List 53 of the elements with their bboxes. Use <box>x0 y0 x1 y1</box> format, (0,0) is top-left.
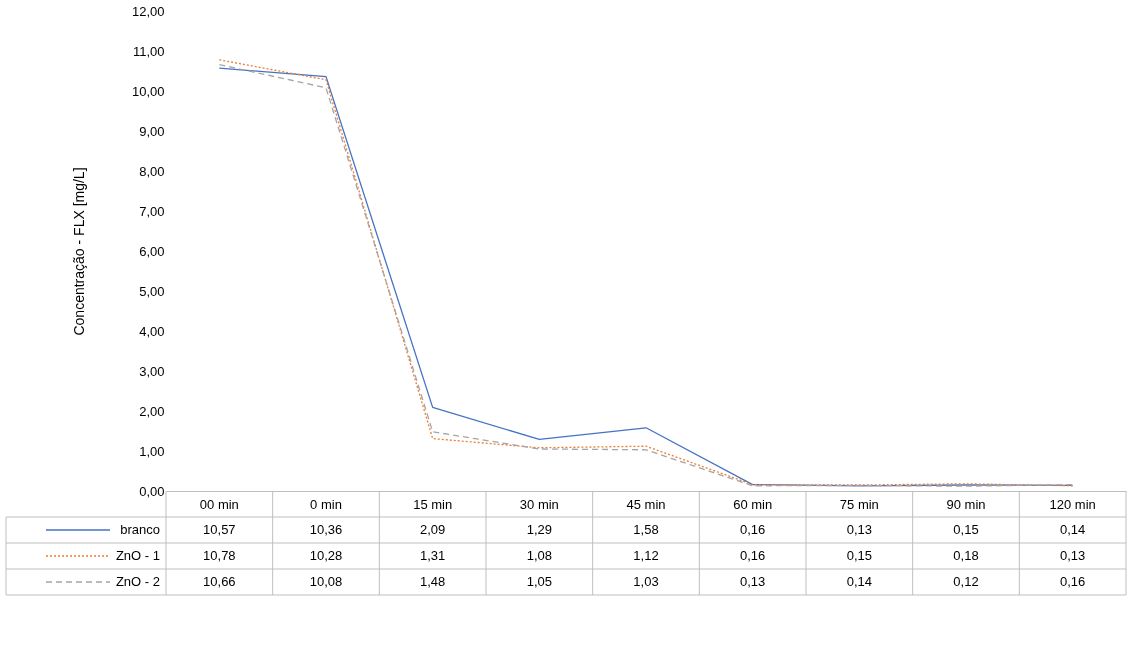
data-label: 1,08 <box>526 548 552 563</box>
data-label: 10,28 <box>309 548 343 563</box>
x-tick-label: 30 min <box>519 496 559 512</box>
legend-label: ZnO - 1 <box>115 548 160 563</box>
x-tick-label: 60 min <box>733 496 773 512</box>
y-axis-title: Concentração - FLX [mg/L] <box>70 167 87 336</box>
legend-label: ZnO - 2 <box>115 574 160 589</box>
data-label: 1,48 <box>420 574 446 589</box>
y-tick-label: 0,00 <box>139 483 165 499</box>
y-tick-label: 2,00 <box>139 403 165 419</box>
y-tick-label: 5,00 <box>139 283 165 299</box>
data-label: 0,16 <box>1060 574 1086 589</box>
data-label: 1,12 <box>633 548 659 563</box>
y-tick-label: 6,00 <box>139 243 165 259</box>
data-label: 0,13 <box>846 522 872 537</box>
x-tick-label: 45 min <box>626 496 666 512</box>
data-label: 0,16 <box>740 522 766 537</box>
data-label: 0,14 <box>846 574 872 589</box>
data-label: 0,13 <box>740 574 766 589</box>
x-tick-label: 120 min <box>1049 496 1096 512</box>
data-label: 10,66 <box>203 574 236 589</box>
data-label: 10,36 <box>309 522 343 537</box>
data-label: 10,78 <box>203 548 236 563</box>
y-tick-label: 7,00 <box>139 203 165 219</box>
data-label: 1,31 <box>420 548 446 563</box>
data-label: 0,15 <box>953 522 979 537</box>
data-label: 0,12 <box>953 574 979 589</box>
data-label: 0,15 <box>846 548 872 563</box>
data-label: 1,58 <box>633 522 659 537</box>
legend-label: branco <box>120 522 160 537</box>
data-label: 1,05 <box>526 574 552 589</box>
data-label: 0,18 <box>953 548 979 563</box>
y-tick-label: 9,00 <box>139 123 165 139</box>
x-tick-label: 0 min <box>310 496 342 512</box>
data-label: 2,09 <box>420 522 446 537</box>
data-label: 0,14 <box>1060 522 1086 537</box>
data-label: 0,16 <box>740 548 766 563</box>
y-tick-label: 3,00 <box>139 363 165 379</box>
x-tick-label: 00 min <box>199 496 239 512</box>
y-tick-label: 10,00 <box>131 83 165 99</box>
x-tick-label: 90 min <box>946 496 986 512</box>
data-label: 0,13 <box>1060 548 1086 563</box>
data-label: 1,03 <box>633 574 659 589</box>
data-label: 1,29 <box>526 522 552 537</box>
y-tick-label: 4,00 <box>139 323 165 339</box>
data-label: 10,08 <box>309 574 343 589</box>
x-tick-label: 75 min <box>839 496 879 512</box>
y-tick-label: 8,00 <box>139 163 165 179</box>
y-tick-label: 1,00 <box>139 443 165 459</box>
x-tick-label: 15 min <box>413 496 453 512</box>
y-tick-label: 11,00 <box>132 43 165 59</box>
data-label: 10,57 <box>203 522 236 537</box>
y-tick-label: 12,00 <box>131 3 165 19</box>
